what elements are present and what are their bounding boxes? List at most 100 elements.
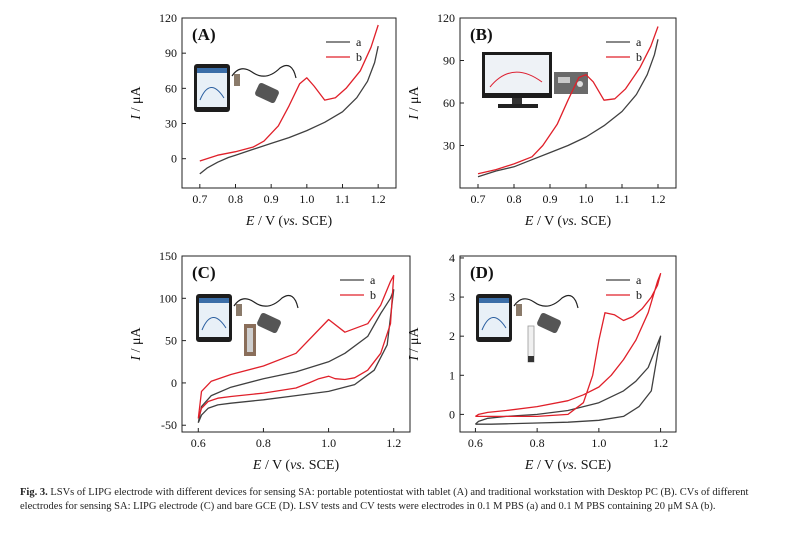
y-tick-label: 90 [443, 54, 455, 68]
keyboard-icon [498, 104, 538, 108]
x-axis-label: E / V (vs. SCE) [524, 458, 612, 473]
electrode-clip-icon [234, 74, 240, 86]
monitor-stand-icon [512, 98, 522, 104]
y-tick-label: 30 [443, 139, 455, 153]
panel-label: (B) [470, 25, 493, 44]
x-axis-label-part: vs. [562, 458, 577, 473]
y-tick-label: 1 [449, 368, 455, 382]
y-tick-label: 120 [159, 11, 177, 25]
legend-label-b: b [356, 50, 362, 64]
y-tick-label: 60 [165, 81, 177, 95]
y-tick-label: 90 [165, 46, 177, 60]
chart-panel-b: 0.7 0.8 0.9 1.0 1.1 1.2 30 60 90 120 E / V (vs. SC… [407, 11, 677, 229]
caption-text: LSVs of LIPG electrode with different de… [20, 487, 749, 512]
series-line-b [199, 24, 379, 162]
x-axis-label-part: SCE) [577, 458, 611, 473]
x-axis-label: E / V (vs. SCE) [252, 458, 340, 473]
potentiostat-icon [255, 82, 279, 104]
legend-label-a: a [356, 35, 362, 49]
x-axis-label-part: E [524, 214, 534, 229]
potentiostat-icon [257, 312, 281, 334]
y-axis-label: I / μA [129, 86, 144, 121]
cable-icon [233, 295, 299, 309]
x-axis-label-part: SCE) [298, 214, 332, 229]
monitor-screen-curve [489, 71, 543, 88]
y-tick-label: 2 [449, 329, 455, 343]
x-tick-label: 0.8 [228, 192, 243, 206]
legend-label-b: b [370, 288, 376, 302]
x-tick-label: 1.1 [615, 192, 630, 206]
electrode-clip-icon [236, 304, 242, 316]
y-axis-label-part: I [407, 355, 422, 362]
x-axis-label: E / V (vs. SCE) [245, 214, 333, 229]
series-line-b [197, 274, 395, 419]
series-line-a [474, 335, 662, 425]
device-inset-illustration [476, 294, 579, 363]
chart-panel-a: 0.7 0.8 0.9 1.0 1.1 1.2 0 30 60 90 120 E / V (vs. S… [129, 11, 397, 229]
y-tick-label: 30 [165, 117, 177, 131]
x-tick-label: 0.8 [507, 192, 522, 206]
x-tick-label: 0.8 [530, 436, 545, 450]
plot-frame [181, 17, 397, 189]
y-tick-label: 0 [449, 407, 455, 421]
x-axis-label-part: SCE) [305, 458, 339, 473]
x-tick-label: 0.6 [468, 436, 483, 450]
y-tick-label: 4 [449, 251, 455, 265]
device-inset-illustration [194, 64, 297, 112]
y-axis-label-part: / μA [407, 327, 422, 356]
y-axis-label-part: I [129, 355, 144, 362]
device-inset-illustration [196, 294, 299, 356]
series-line-b [477, 26, 659, 175]
y-tick-label: 50 [165, 334, 177, 348]
x-tick-label: 0.7 [192, 192, 207, 206]
monitor-screen [485, 55, 549, 93]
y-axis-label: I / μA [407, 86, 422, 121]
chart-panel-c: 0.6 0.8 1.0 1.2 -50 0 50 100 150 E / V (vs. SCE) I… [129, 249, 411, 473]
y-tick-label: 150 [159, 249, 177, 263]
x-axis-label-part: vs. [283, 214, 298, 229]
lipg-electrode-strip-icon [247, 328, 253, 352]
series-line-b [475, 272, 662, 418]
electrode-clip-icon [516, 304, 522, 316]
x-axis-label-part: vs. [290, 458, 305, 473]
series-line-a [197, 289, 395, 423]
x-tick-label: 0.8 [256, 436, 271, 450]
y-tick-label: -50 [161, 418, 177, 432]
x-axis-label-part: E [245, 214, 255, 229]
y-axis-label: I / μA [407, 327, 422, 362]
x-axis-label-part: / V ( [254, 214, 283, 229]
x-axis-label-part: / V ( [261, 458, 290, 473]
x-axis-label: E / V (vs. SCE) [524, 214, 612, 229]
x-tick-label: 1.0 [299, 192, 314, 206]
panel-label: (C) [192, 263, 216, 282]
x-tick-label: 0.9 [264, 192, 279, 206]
chart-panel-d: 0.6 0.8 1.0 1.2 0 1 2 3 4 E / V (vs. SCE) I / μA (D… [407, 251, 677, 473]
y-axis-label-part: I [407, 114, 422, 121]
y-tick-label: 100 [159, 291, 177, 305]
y-axis-label-part: / μA [407, 86, 422, 115]
legend-label-a: a [636, 35, 642, 49]
x-tick-label: 1.0 [321, 436, 336, 450]
x-axis-label-part: E [252, 458, 262, 473]
caption-label: Fig. 3. [20, 487, 48, 498]
x-axis-label-part: SCE) [577, 214, 611, 229]
workstation-knob-icon [577, 81, 583, 87]
x-tick-label: 1.2 [386, 436, 401, 450]
tablet-screen-curve [201, 317, 227, 331]
y-axis-label: I / μA [129, 327, 144, 362]
x-tick-label: 1.0 [579, 192, 594, 206]
series-line-a [199, 45, 379, 175]
x-tick-label: 1.0 [591, 436, 606, 450]
tablet-screen-bar [199, 298, 229, 303]
x-axis-label-part: vs. [562, 214, 577, 229]
y-axis-label-part: / μA [129, 327, 144, 356]
y-tick-label: 3 [449, 290, 455, 304]
cable-icon [231, 65, 297, 79]
y-tick-label: 0 [171, 376, 177, 390]
device-inset-illustration [482, 52, 588, 108]
y-tick-label: 120 [437, 11, 455, 25]
legend-label-a: a [636, 273, 642, 287]
x-tick-label: 1.2 [651, 192, 666, 206]
gce-electrode-tip-icon [528, 356, 534, 362]
